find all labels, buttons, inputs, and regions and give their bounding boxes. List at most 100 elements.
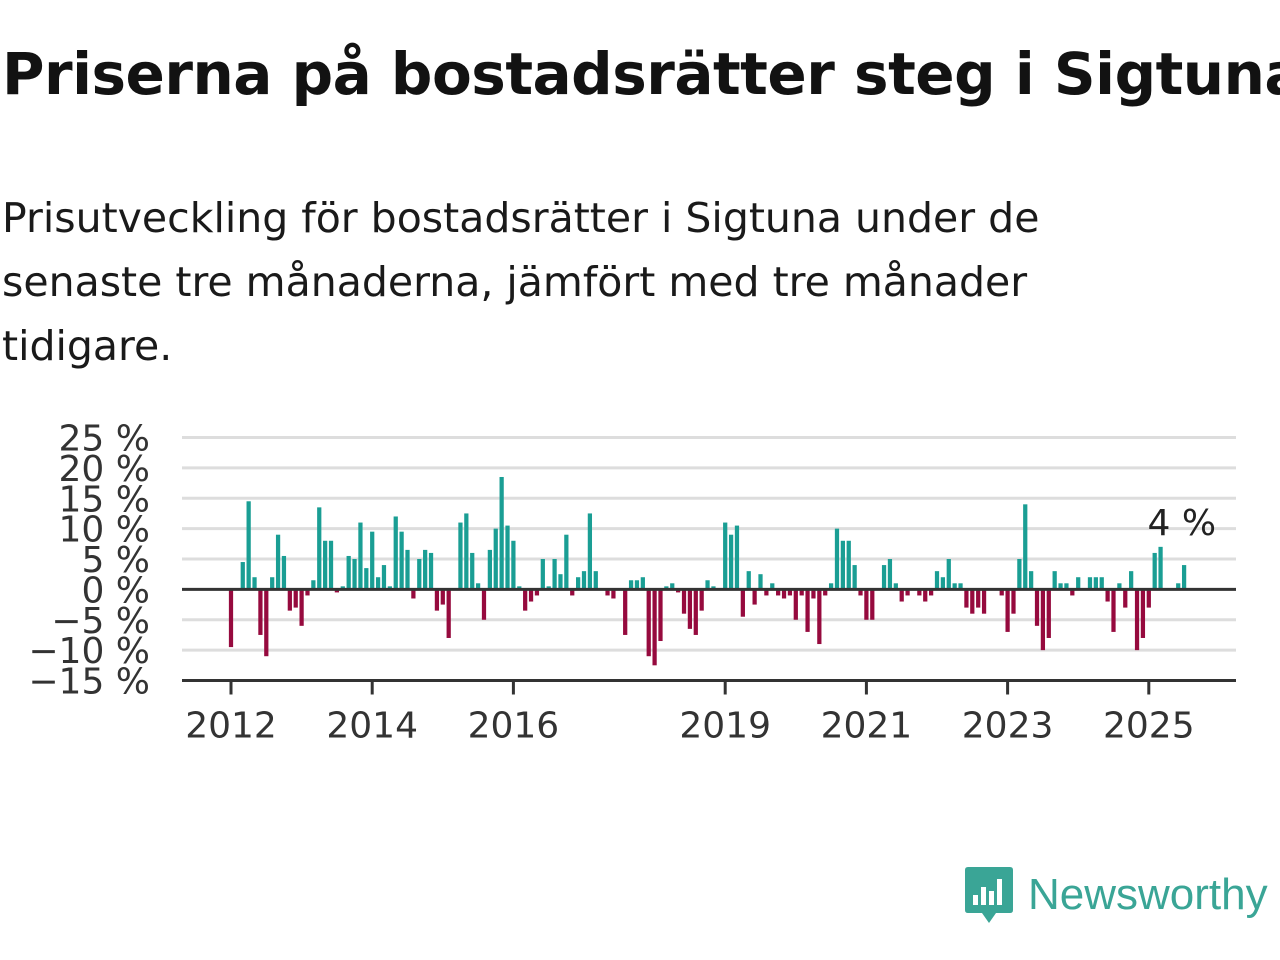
bar	[328, 540, 334, 590]
bar	[281, 555, 287, 590]
y-tick-label: −10 %	[28, 631, 150, 672]
bars	[228, 476, 1187, 666]
bar	[564, 534, 569, 590]
newsworthy-logo-icon	[965, 867, 1013, 923]
x-tick-label: 2025	[1103, 706, 1195, 747]
x-axis-labels: 2012 2014 2016 2019 2021 2023 2025	[185, 706, 1194, 747]
bar	[458, 522, 463, 590]
bar	[1070, 589, 1075, 596]
bar	[464, 513, 469, 590]
bar	[1181, 565, 1187, 590]
bar	[1123, 589, 1128, 608]
bar	[311, 580, 316, 590]
bar	[228, 589, 234, 648]
bar	[711, 586, 716, 590]
bar	[999, 589, 1004, 596]
bar	[1034, 589, 1040, 626]
bar	[428, 552, 434, 590]
bar	[770, 583, 775, 590]
bar	[270, 577, 275, 590]
bar	[1058, 583, 1063, 590]
bar	[470, 552, 475, 590]
bar	[1017, 559, 1022, 590]
bar	[399, 531, 404, 590]
bar	[776, 589, 781, 596]
x-tick-label: 2014	[326, 706, 418, 747]
bar	[581, 571, 587, 590]
page-title: Priserna på bostadsrätter steg i Sigtuna	[2, 40, 1280, 108]
bar	[934, 571, 940, 590]
bar	[805, 589, 810, 632]
bar	[834, 528, 840, 590]
brand-name: Newsworthy	[1028, 870, 1268, 919]
y-tick-label: 5 %	[81, 540, 150, 581]
bar	[793, 589, 798, 620]
y-tick-label: 0 %	[81, 570, 150, 611]
bar	[1117, 583, 1122, 590]
bar	[952, 583, 957, 590]
bar	[670, 583, 675, 590]
bar	[1064, 583, 1069, 590]
bar	[681, 589, 687, 614]
bar	[976, 589, 981, 608]
bar	[1099, 577, 1104, 590]
bar	[587, 513, 593, 590]
bar	[699, 589, 704, 611]
bar	[658, 589, 663, 642]
bar	[552, 559, 557, 590]
bar	[811, 589, 816, 599]
bar	[517, 586, 522, 590]
bar	[534, 589, 540, 596]
y-tick-label: 10 %	[59, 510, 150, 551]
bar	[899, 589, 904, 602]
bar	[923, 589, 928, 602]
y-tick-label: 15 %	[59, 479, 150, 520]
bar	[352, 559, 357, 590]
bar	[364, 568, 369, 590]
bar	[1105, 589, 1110, 602]
grid-lines	[182, 436, 1236, 652]
bar	[840, 540, 845, 590]
bar	[523, 589, 528, 611]
bar	[240, 562, 245, 590]
bar	[1093, 577, 1098, 590]
x-tick-label: 2016	[468, 706, 560, 747]
bar	[381, 565, 387, 590]
bar	[929, 589, 934, 596]
bar	[440, 589, 445, 605]
bar	[799, 589, 804, 596]
bar	[846, 540, 851, 590]
bar	[423, 549, 428, 590]
bar	[305, 589, 310, 596]
y-tick-label: 20 %	[59, 449, 150, 490]
y-tick-label: −15 %	[28, 662, 150, 703]
bar	[317, 507, 322, 590]
bar	[405, 549, 410, 590]
y-axis-labels: 25 %20 %15 %10 %5 %0 %−5 %−10 %−15 %	[28, 419, 150, 703]
bar	[940, 577, 946, 590]
bar	[1129, 571, 1134, 590]
bar	[870, 589, 875, 620]
bar	[964, 589, 969, 608]
bar	[1111, 589, 1116, 632]
bar	[611, 589, 616, 599]
bar	[1140, 589, 1146, 638]
bar	[558, 574, 563, 590]
last-value-label: 4 %	[1148, 503, 1217, 544]
bar	[740, 589, 745, 617]
bar	[446, 589, 451, 638]
axes	[182, 587, 1236, 695]
bar	[505, 525, 510, 590]
bar	[887, 559, 893, 590]
page-subtitle: Prisutveckling för bostadsrätter i Sigtu…	[2, 194, 1040, 370]
bar	[623, 589, 628, 635]
bar	[299, 589, 304, 626]
bar	[1146, 589, 1151, 608]
x-tick-label: 2012	[185, 706, 277, 747]
bar	[640, 577, 645, 590]
bar	[628, 580, 634, 590]
x-tick-label: 2019	[679, 706, 771, 747]
bar	[287, 589, 292, 611]
bar	[1029, 571, 1034, 590]
bar	[1176, 583, 1181, 590]
